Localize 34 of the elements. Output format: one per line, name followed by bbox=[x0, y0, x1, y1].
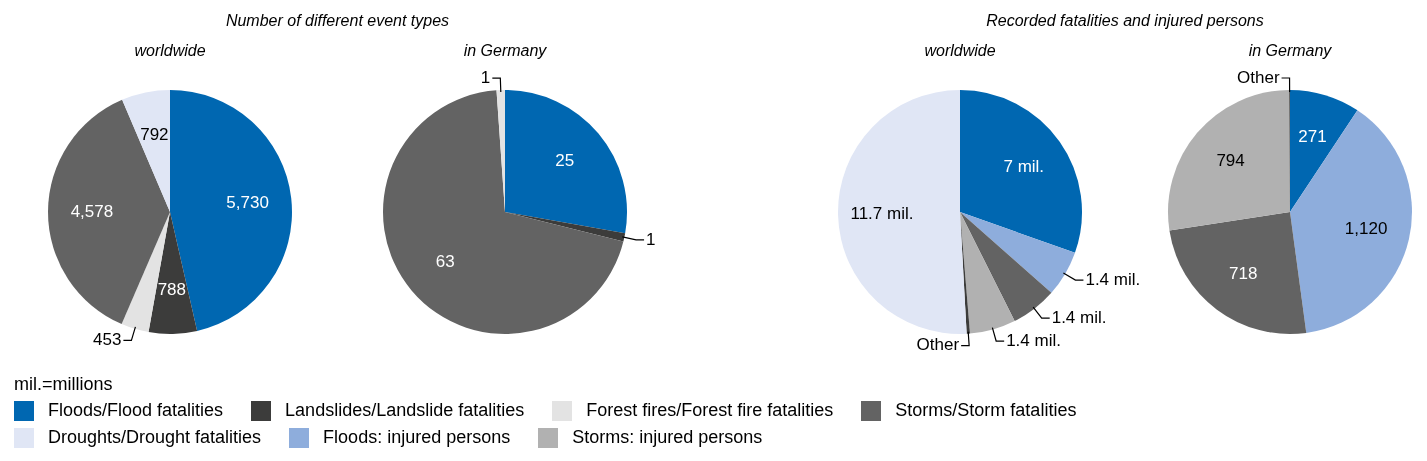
data-label: 1,120 bbox=[1344, 219, 1388, 239]
text: mil.=millions bbox=[14, 373, 114, 396]
data-label: 1 bbox=[480, 67, 491, 87]
chart-subtitle: worldwide bbox=[923, 42, 997, 60]
data-label: 1.4 mil. bbox=[1051, 307, 1107, 327]
data-label: 453 bbox=[93, 330, 122, 350]
legend-label: Floods/Flood fatalities bbox=[48, 400, 224, 421]
legend-label: Droughts/Drought fatalities bbox=[48, 427, 262, 448]
data-label: 792 bbox=[140, 125, 169, 145]
data-label: 1.4 mil. bbox=[1006, 330, 1061, 350]
data-label: 63 bbox=[435, 251, 455, 271]
chart-subtitle: worldwide bbox=[133, 42, 207, 60]
legend-label: Forest fires/Forest fire fatalities bbox=[586, 400, 834, 421]
data-label: 718 bbox=[1229, 264, 1258, 284]
slice-label: Other bbox=[1237, 67, 1280, 87]
data-label: 271 bbox=[1298, 126, 1327, 146]
data-label: 794 bbox=[1216, 151, 1245, 171]
data-label: 7 mil. bbox=[1003, 156, 1045, 176]
legend-label: Storms: injured persons bbox=[572, 427, 763, 448]
data-label: 5,730 bbox=[226, 192, 269, 212]
chart-subtitle: in Germany bbox=[462, 42, 548, 60]
data-label: 1 bbox=[646, 229, 656, 249]
data-label: 11.7 mil. bbox=[850, 203, 914, 223]
slice-label: Other bbox=[916, 335, 960, 355]
legend-label: Landslides/Landslide fatalities bbox=[285, 400, 525, 421]
chart-title: Recorded fatalities and injured persons bbox=[985, 12, 1265, 30]
legend-label: Storms/Storm fatalities bbox=[895, 400, 1077, 421]
chart-title: Number of different event types bbox=[224, 12, 451, 30]
chart-subtitle: in Germany bbox=[1247, 42, 1333, 60]
data-label: 4,578 bbox=[70, 201, 114, 221]
legend-label: Floods: injured persons bbox=[323, 427, 511, 448]
data-label: 25 bbox=[555, 151, 575, 171]
data-label: 1.4 mil. bbox=[1085, 269, 1141, 289]
data-label: 788 bbox=[157, 279, 187, 299]
